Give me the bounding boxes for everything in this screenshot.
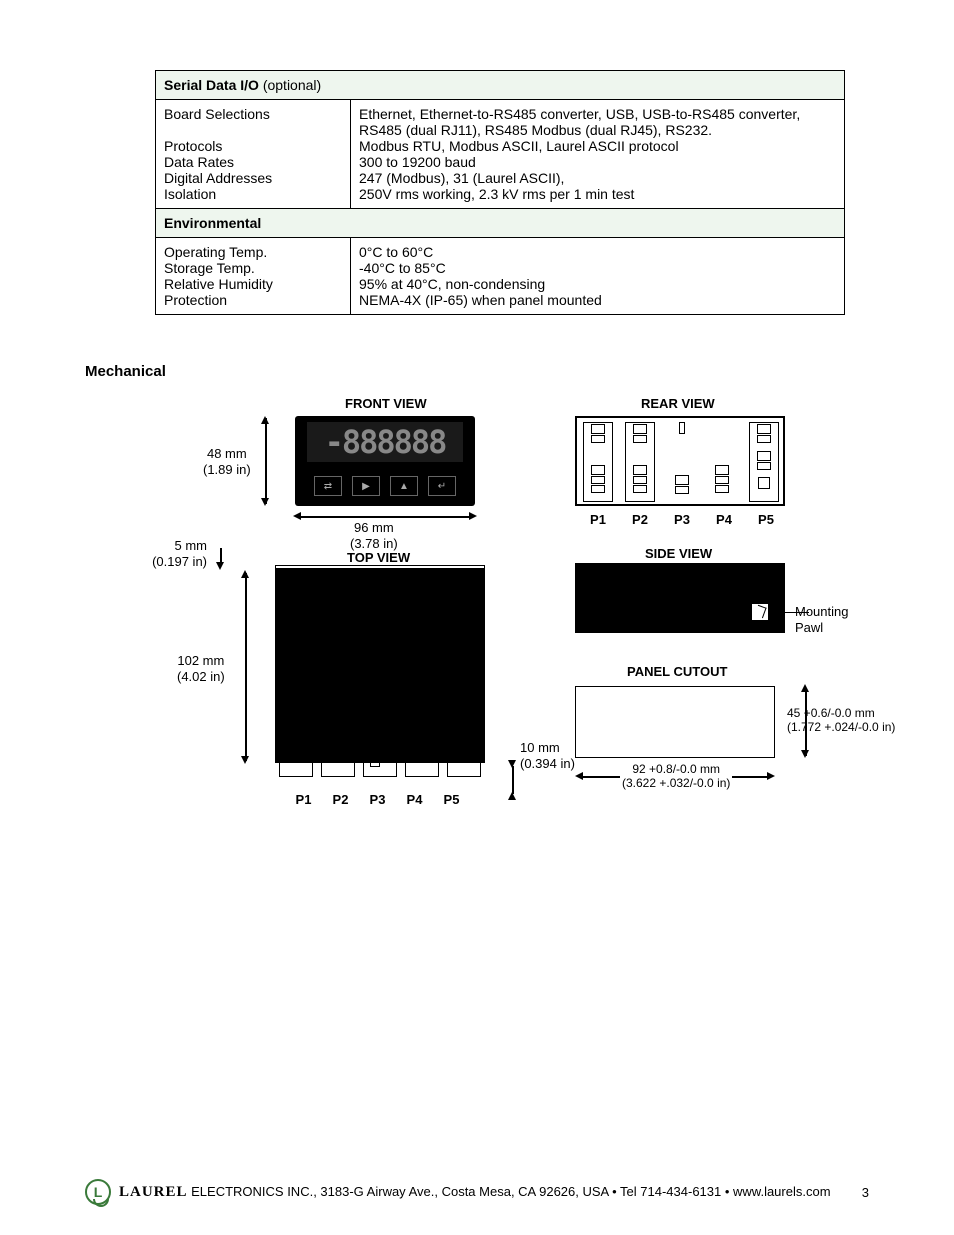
- row-value: 95% at 40°C, non-condensing: [359, 276, 836, 292]
- arrow-icon: [508, 760, 516, 768]
- row-label: Board Selections: [164, 106, 342, 122]
- p-label: P3: [359, 792, 396, 807]
- dim-5mm: 5 mm (0.197 in): [137, 538, 207, 569]
- row-label: Protection: [164, 292, 342, 308]
- section-serial-header: Serial Data I/O (optional): [156, 71, 845, 100]
- row-value: 300 to 19200 baud: [359, 154, 836, 170]
- page-footer: L LAUREL ELECTRONICS INC., 3183-G Airway…: [85, 1179, 869, 1205]
- front-btn: ▶: [352, 476, 380, 496]
- dim-96mm: 96 mm (3.78 in): [350, 520, 398, 551]
- row-value: NEMA-4X (IP-65) when panel mounted: [359, 292, 836, 308]
- row-value: 0°C to 60°C: [359, 244, 836, 260]
- front-buttons: ⇄ ▶ ▲ ↵: [313, 476, 457, 498]
- dim-line: [245, 573, 247, 761]
- spec-labels-2: Operating Temp. Storage Temp. Relative H…: [156, 238, 351, 315]
- p-label: P4: [396, 792, 433, 807]
- spec-values-1: Ethernet, Ethernet-to-RS485 converter, U…: [351, 100, 845, 209]
- row-label: Digital Addresses: [164, 170, 342, 186]
- device-top-view: [275, 568, 485, 763]
- arrow-icon: [801, 684, 809, 692]
- dim-10mm: 10 mm (0.394 in): [520, 740, 575, 771]
- section-env-header: Environmental: [156, 209, 845, 238]
- p-label: P5: [433, 792, 470, 807]
- front-btn: ▲: [390, 476, 418, 496]
- row-label: Relative Humidity: [164, 276, 342, 292]
- mechanical-diagram: FRONT VIEW -888888 ⇄ ▶ ▲ ↵ 48 mm (1.89 i…: [125, 388, 885, 858]
- spec-labels-1: Board Selections Protocols Data Rates Di…: [156, 100, 351, 209]
- spec-table: Serial Data I/O (optional) Board Selecti…: [155, 70, 845, 315]
- mounting-pawl-icon: [751, 603, 769, 621]
- mechanical-heading: Mechanical: [85, 363, 869, 380]
- p-label: P5: [745, 512, 787, 527]
- rear-p-labels: P1 P2 P3 P4 P5: [577, 512, 787, 527]
- arrow-icon: [575, 772, 583, 780]
- arrow-icon: [261, 416, 269, 424]
- dim-48mm: 48 mm (1.89 in): [203, 446, 251, 477]
- row-label: Operating Temp.: [164, 244, 342, 260]
- front-btn: ⇄: [314, 476, 342, 496]
- laurel-logo-icon: L: [85, 1179, 111, 1205]
- device-side-view: [575, 563, 785, 633]
- p-label: P3: [661, 512, 703, 527]
- top-p-tabs: [275, 763, 485, 783]
- side-view-label: SIDE VIEW: [645, 546, 712, 561]
- dim-cutout-w: 92 +0.8/-0.0 mm (3.622 +.032/-0.0 in): [620, 762, 732, 791]
- p-label: P2: [619, 512, 661, 527]
- arrow-icon: [801, 750, 809, 758]
- arrow-icon: [216, 562, 224, 570]
- arrow-icon: [469, 512, 477, 520]
- row-value: 247 (Modbus), 31 (Laurel ASCII),: [359, 170, 836, 186]
- seven-segment-display: -888888: [307, 422, 463, 462]
- row-label: Storage Temp.: [164, 260, 342, 276]
- page-number: 3: [862, 1185, 869, 1200]
- device-front-view: -888888 ⇄ ▶ ▲ ↵: [295, 416, 475, 506]
- rear-view-label: REAR VIEW: [641, 396, 715, 411]
- serial-title-rest: (optional): [259, 77, 321, 93]
- footer-text: ELECTRONICS INC., 3183-G Airway Ave., Co…: [188, 1184, 831, 1199]
- row-label: Protocols: [164, 138, 342, 154]
- row-value: 250V rms working, 2.3 kV rms per 1 min t…: [359, 186, 836, 202]
- row-value: Modbus RTU, Modbus ASCII, Laurel ASCII p…: [359, 138, 836, 154]
- row-label: Isolation: [164, 186, 342, 202]
- row-value: Ethernet, Ethernet-to-RS485 converter, U…: [359, 106, 836, 138]
- footer-brand: LAUREL: [119, 1184, 188, 1200]
- dim-cutout-h: 45 +0.6/-0.0 mm (1.772 +.024/-0.0 in): [787, 706, 895, 735]
- front-btn: ↵: [428, 476, 456, 496]
- dim-line: [512, 766, 514, 794]
- p-label: P1: [285, 792, 322, 807]
- top-view-label: TOP VIEW: [347, 550, 410, 565]
- spec-values-2: 0°C to 60°C -40°C to 85°C 95% at 40°C, n…: [351, 238, 845, 315]
- cutout-label: PANEL CUTOUT: [627, 664, 727, 679]
- arrow-icon: [508, 792, 516, 800]
- panel-cutout: [575, 686, 775, 758]
- p-label: P1: [577, 512, 619, 527]
- device-rear-view: [575, 416, 785, 506]
- dim-102mm: 102 mm (4.02 in): [177, 653, 225, 684]
- top-p-labels: P1 P2 P3 P4 P5: [285, 792, 470, 807]
- front-view-label: FRONT VIEW: [345, 396, 427, 411]
- display-digits: -888888: [325, 423, 446, 461]
- arrow-icon: [241, 570, 249, 578]
- dim-pawl: Mounting Pawl: [795, 604, 848, 635]
- dim-line: [265, 418, 267, 504]
- p-label: P2: [322, 792, 359, 807]
- serial-title-bold: Serial Data I/O: [164, 77, 259, 93]
- arrow-icon: [293, 512, 301, 520]
- row-label: Data Rates: [164, 154, 342, 170]
- arrow-icon: [261, 498, 269, 506]
- p-label: P4: [703, 512, 745, 527]
- arrow-icon: [767, 772, 775, 780]
- row-value: -40°C to 85°C: [359, 260, 836, 276]
- dim-line: [297, 516, 473, 518]
- arrow-icon: [241, 756, 249, 764]
